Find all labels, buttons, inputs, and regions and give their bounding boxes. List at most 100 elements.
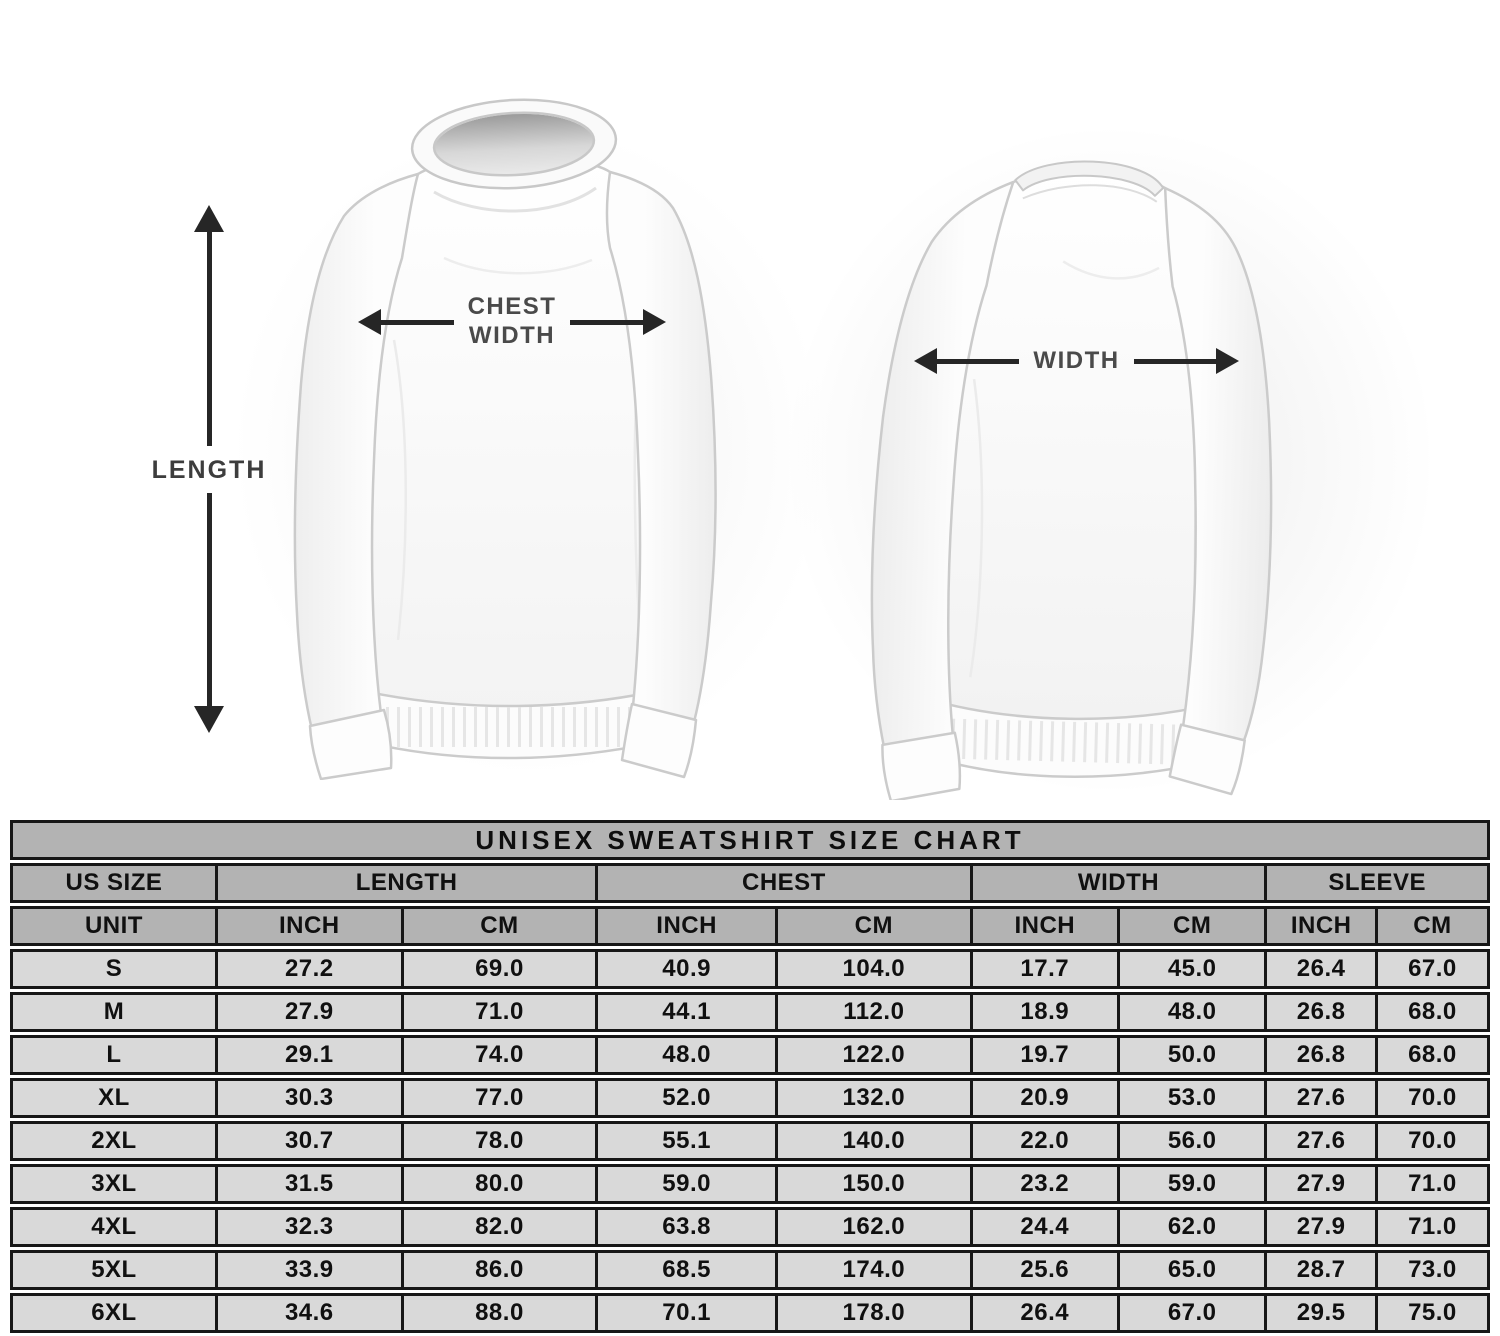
value-cell: 27.9: [1264, 1167, 1375, 1201]
value-cell: 70.0: [1374, 1081, 1487, 1115]
value-cell: 70.1: [595, 1296, 775, 1330]
value-cell: 52.0: [595, 1081, 775, 1115]
value-cell: 67.0: [1116, 1296, 1264, 1330]
back-right-sleeve: [1163, 186, 1273, 746]
chest-width-label: CHEST WIDTH: [454, 293, 571, 351]
chest-arrow-line-left: [381, 319, 454, 325]
arrowhead-down-icon: [194, 706, 224, 733]
group-header-chest: CHEST: [595, 866, 969, 900]
unit-header-cell: CM: [400, 909, 596, 943]
value-cell: 150.0: [775, 1167, 970, 1201]
value-cell: 68.0: [1374, 995, 1487, 1029]
back-width-label: WIDTH: [1033, 346, 1120, 374]
value-cell: 68.5: [595, 1253, 775, 1287]
value-cell: 29.5: [1264, 1296, 1375, 1330]
table-row-l: L 29.1 74.0 48.0 122.0 19.7 50.0 26.8 68.0: [10, 1035, 1490, 1075]
value-cell: 63.8: [595, 1210, 775, 1244]
front-right-sleeve: [605, 170, 717, 724]
value-cell: 104.0: [775, 952, 970, 986]
value-cell: 178.0: [775, 1296, 970, 1330]
value-cell: 86.0: [400, 1253, 596, 1287]
size-cell: 2XL: [91, 1127, 137, 1154]
length-arrow-line-top: [206, 232, 212, 446]
value-cell: 122.0: [775, 1038, 970, 1072]
front-right-cuff: [620, 702, 698, 779]
value-cell: 30.3: [214, 1081, 401, 1115]
value-cell: 40.9: [595, 952, 775, 986]
table-row-3xl: 3XL 31.5 80.0 59.0 150.0 23.2 59.0 27.9 71.0: [10, 1164, 1490, 1204]
back-left-cuff: [881, 731, 962, 800]
value-cell: 26.4: [969, 1296, 1117, 1330]
arrowhead-right-icon: [1216, 348, 1239, 374]
value-cell: 75.0: [1374, 1296, 1487, 1330]
size-cell: XL: [98, 1084, 130, 1111]
value-cell: 55.1: [595, 1124, 775, 1158]
arrowhead-left-icon: [358, 309, 381, 335]
length-arrow: LENGTH: [150, 205, 268, 733]
value-cell: 29.1: [214, 1038, 401, 1072]
width-arrow-line-left: [937, 358, 1020, 364]
value-cell: 27.6: [1264, 1081, 1375, 1115]
group-header-sleeve: SLEEVE: [1264, 866, 1487, 900]
value-cell: 74.0: [400, 1038, 596, 1072]
value-cell: 34.6: [214, 1296, 401, 1330]
value-cell: 33.9: [214, 1253, 401, 1287]
value-cell: 26.8: [1264, 995, 1375, 1029]
table-row-xl: XL 30.3 77.0 52.0 132.0 20.9 53.0 27.6 70.0: [10, 1078, 1490, 1118]
sweatshirt-front-image: [293, 98, 717, 780]
size-cell: 6XL: [91, 1299, 137, 1326]
size-cell: M: [103, 998, 125, 1025]
value-cell: 18.9: [969, 995, 1117, 1029]
value-cell: 112.0: [775, 995, 970, 1029]
value-cell: 59.0: [1116, 1167, 1264, 1201]
value-cell: 88.0: [400, 1296, 596, 1330]
size-cell: 3XL: [91, 1170, 137, 1197]
value-cell: 27.2: [214, 952, 401, 986]
group-header-us-size: US SIZE: [65, 869, 163, 896]
group-header-length: LENGTH: [214, 866, 595, 900]
value-cell: 53.0: [1116, 1081, 1264, 1115]
front-left-sleeve: [293, 172, 420, 732]
size-cell: 5XL: [91, 1256, 137, 1283]
value-cell: 45.0: [1116, 952, 1264, 986]
value-cell: 80.0: [400, 1167, 596, 1201]
value-cell: 174.0: [775, 1253, 970, 1287]
unit-header-cell: INCH: [969, 909, 1117, 943]
value-cell: 71.0: [400, 995, 596, 1029]
back-collar: [1014, 160, 1165, 197]
value-cell: 27.9: [1264, 1210, 1375, 1244]
unit-header-cell: UNIT: [84, 912, 143, 939]
value-cell: 27.9: [214, 995, 401, 1029]
unit-header-cell: CM: [775, 909, 970, 943]
value-cell: 48.0: [1116, 995, 1264, 1029]
value-cell: 24.4: [969, 1210, 1117, 1244]
value-cell: 77.0: [400, 1081, 596, 1115]
table-row-2xl: 2XL 30.7 78.0 55.1 140.0 22.0 56.0 27.6 70.0: [10, 1121, 1490, 1161]
value-cell: 30.7: [214, 1124, 401, 1158]
group-header-width: WIDTH: [969, 866, 1265, 900]
column-group-header-row: US SIZE LENGTH CHEST WIDTH SLEEVE: [10, 863, 1490, 903]
value-cell: 48.0: [595, 1038, 775, 1072]
label-line: CHEST: [467, 293, 557, 321]
table-row-m: M 27.9 71.0 44.1 112.0 18.9 48.0 26.8 68.0: [10, 992, 1490, 1032]
table-row-s: S 27.2 69.0 40.9 104.0 17.7 45.0 26.4 67.0: [10, 949, 1490, 989]
table-row-4xl: 4XL 32.3 82.0 63.8 162.0 24.4 62.0 27.9 71.0: [10, 1207, 1490, 1247]
value-cell: 50.0: [1116, 1038, 1264, 1072]
value-cell: 32.3: [214, 1210, 401, 1244]
length-label: LENGTH: [151, 455, 267, 484]
value-cell: 22.0: [969, 1124, 1117, 1158]
width-arrow-line-right: [1133, 358, 1216, 364]
table-row-6xl: 6XL 34.6 88.0 70.1 178.0 26.4 67.0 29.5 75.0: [10, 1293, 1490, 1333]
value-cell: 27.6: [1264, 1124, 1375, 1158]
arrowhead-left-icon: [914, 348, 937, 374]
value-cell: 70.0: [1374, 1124, 1487, 1158]
value-cell: 162.0: [775, 1210, 970, 1244]
measurement-diagram: LENGTH CHEST WIDTH WIDTH: [150, 98, 1430, 800]
size-cell: S: [105, 955, 123, 982]
value-cell: 17.7: [969, 952, 1117, 986]
arrowhead-up-icon: [194, 205, 224, 232]
unit-header-cell: CM: [1116, 909, 1264, 943]
sweatshirt-back-image: [870, 160, 1273, 800]
value-cell: 71.0: [1374, 1210, 1487, 1244]
